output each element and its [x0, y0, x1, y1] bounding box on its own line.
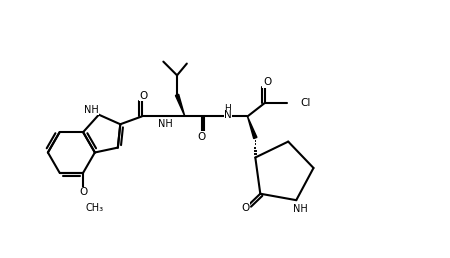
Text: H: H — [225, 104, 231, 113]
Text: O: O — [79, 187, 87, 197]
Text: N: N — [224, 110, 232, 120]
Polygon shape — [176, 94, 185, 116]
Text: NH: NH — [158, 119, 173, 129]
Text: NH: NH — [84, 105, 99, 115]
Text: O: O — [140, 91, 148, 101]
Text: O: O — [198, 132, 206, 142]
Text: NH: NH — [293, 204, 308, 214]
Text: O: O — [263, 77, 271, 87]
Text: O: O — [241, 203, 250, 213]
Polygon shape — [248, 116, 257, 139]
Text: CH₃: CH₃ — [85, 203, 103, 213]
Text: Cl: Cl — [300, 98, 310, 108]
